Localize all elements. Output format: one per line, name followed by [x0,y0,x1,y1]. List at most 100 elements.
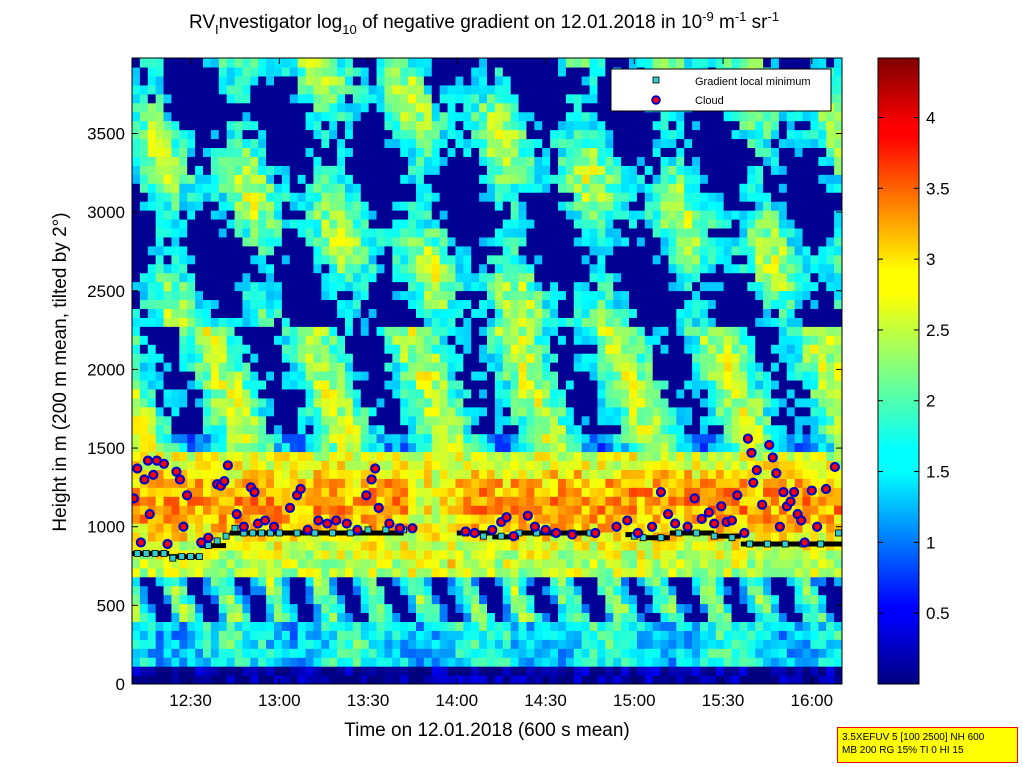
heat-cell [644,299,654,309]
heat-cell [360,335,370,345]
heat-cell [218,236,228,247]
heat-cell [487,201,496,211]
heat-cell [613,594,622,605]
heat-cell [313,299,322,309]
heat-cell [179,120,188,131]
heat-cell [629,549,638,560]
heat-cell [494,299,504,309]
heat-cell [281,281,291,292]
heat-cell [360,120,370,131]
heat-cell [132,263,141,274]
heat-cell [187,576,196,587]
heat-cell [368,397,378,408]
heat-cell [400,165,409,175]
heat-cell [629,415,638,426]
heat-cell [550,406,559,417]
heat-cell [550,603,559,614]
heat-cell [163,630,173,640]
heat-cell [494,540,504,551]
heat-cell [550,192,559,202]
heat-cell [636,111,646,122]
heat-cell [281,129,291,140]
heat-cell [360,612,370,622]
heat-cell [250,675,259,684]
heat-cell [502,272,512,283]
heat-cell [439,478,449,488]
heat-cell [171,531,180,542]
heat-cell [368,406,378,417]
heat-cell [558,138,567,149]
heat-cell [203,460,212,470]
heat-cell [250,549,259,560]
heat-cell [581,58,591,68]
heat-cell [455,469,464,479]
heat-cell [155,388,165,399]
heat-cell [526,201,535,211]
heat-cell [352,218,362,229]
heat-cell [289,424,299,435]
heat-cell [668,272,677,283]
heat-cell [558,406,567,417]
heat-cell [203,75,212,86]
heat-cell [313,129,322,140]
heat-cell [597,415,606,426]
heat-cell [502,362,512,372]
heat-cell [179,156,188,166]
heat-cell [455,424,464,435]
heat-cell [676,621,685,631]
heat-cell [408,639,417,649]
heat-cell [684,227,693,238]
heat-cell [668,263,677,274]
heat-cell [274,218,283,229]
heat-cell [289,594,299,605]
heat-cell [589,84,599,95]
heat-cell [542,612,551,622]
heat-cell [613,576,622,587]
heat-cell [534,666,543,676]
heat-cell [455,675,464,684]
heat-cell [218,147,228,157]
heat-cell [305,460,315,470]
heat-cell [644,183,654,193]
heat-cell [297,147,307,157]
heat-cell [352,344,362,354]
heat-cell [668,218,677,229]
heat-cell [660,442,670,453]
heat-cell [250,523,259,533]
heat-cell [676,505,685,515]
heat-cell [676,415,685,426]
heat-cell [479,621,488,631]
heat-cell [234,75,244,86]
heat-cell [266,460,275,470]
heat-cell [408,567,417,578]
heat-cell [376,138,386,149]
heat-cell [274,478,283,488]
heat-cell [463,218,472,229]
heat-cell [613,111,622,122]
heat-cell [589,505,599,515]
heat-cell [250,111,259,122]
heat-cell [660,317,670,327]
heat-cell [613,210,622,220]
heat-cell [258,549,267,560]
heat-cell [376,344,386,354]
heat-cell [416,129,425,140]
heat-cell [400,415,409,426]
heat-cell [321,406,330,417]
heat-cell [684,344,693,354]
heat-cell [352,585,362,596]
heat-cell [297,630,307,640]
heat-cell [368,326,378,336]
heat-cell [297,362,307,372]
heat-cell [573,505,583,515]
heat-cell [589,406,599,417]
heat-cell [455,236,464,247]
heat-cell [179,165,188,175]
heat-cell [281,415,291,426]
heat-cell [629,558,638,569]
heat-cell [534,460,543,470]
heat-cell [542,603,551,614]
heat-cell [502,639,512,649]
heat-cell [139,379,149,390]
heat-cell [423,66,433,77]
